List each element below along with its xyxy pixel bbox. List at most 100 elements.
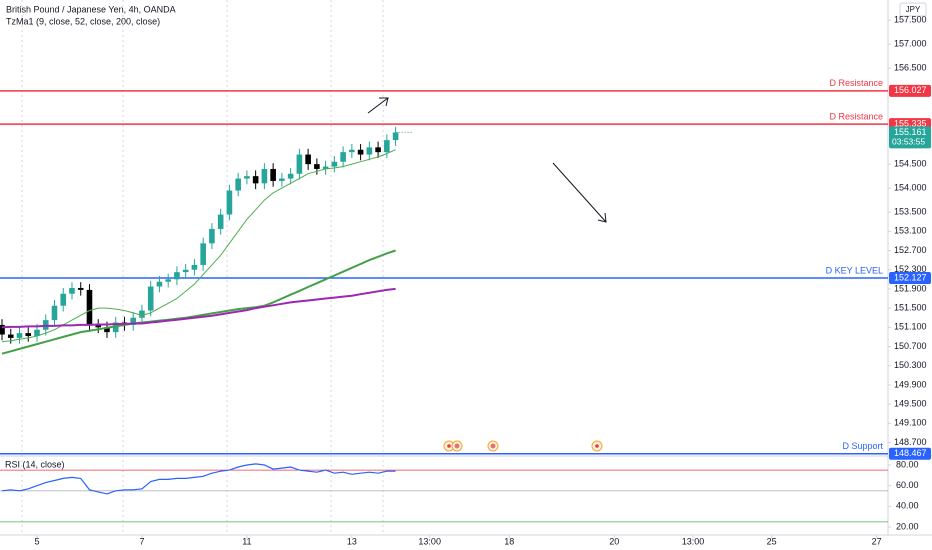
arrow-down <box>552 162 607 223</box>
plot <box>0 90 888 523</box>
rsi-tick-label: 20.00 <box>896 521 919 531</box>
rsi-tick-label: 40.00 <box>896 501 919 511</box>
candle-body <box>86 289 93 325</box>
candle-body <box>331 161 338 167</box>
arrow-head <box>379 97 389 107</box>
candle-body <box>147 286 154 311</box>
session-breaks <box>21 0 384 535</box>
rsi-line <box>1 463 396 495</box>
y-tick-label: 153.100 <box>894 226 927 236</box>
candle-body <box>209 228 215 244</box>
candle-body <box>366 147 373 155</box>
candle-body <box>95 324 102 328</box>
candle-body <box>244 176 250 179</box>
candle-body <box>165 279 171 282</box>
y-tick-label: 149.500 <box>894 398 927 408</box>
candle-body <box>287 173 294 179</box>
y-tick-label: 153.500 <box>894 207 927 217</box>
candle-body <box>139 310 145 318</box>
level-price-box <box>889 447 931 460</box>
candle-body <box>296 154 303 174</box>
moving-average <box>1 149 396 343</box>
y-tick-label: 154.000 <box>894 183 927 193</box>
y-tick-label: 154.500 <box>894 159 927 169</box>
candle-body <box>60 293 67 306</box>
candle-body <box>305 154 311 165</box>
candle-body <box>130 317 137 325</box>
candle-body <box>261 168 268 184</box>
x-tick-label: 27 <box>872 536 882 546</box>
y-tick-label: 152.300 <box>894 264 927 274</box>
arrow-head <box>597 212 607 223</box>
level-label: D Resistance <box>829 78 883 88</box>
candle-body <box>7 334 14 338</box>
candle-body <box>235 178 241 191</box>
x-tick-label: 18 <box>504 536 514 546</box>
candle-body <box>25 333 32 336</box>
level-label: D Resistance <box>829 111 883 121</box>
candle-body <box>191 264 198 270</box>
y-tick-label: 148.700 <box>894 437 927 447</box>
level-price: 156.027 <box>894 85 927 95</box>
y-tick-label: 151.900 <box>894 283 927 293</box>
moving-average <box>1 287 396 329</box>
y-tick-label: 156.500 <box>894 63 927 73</box>
trend-arrows <box>367 97 607 223</box>
x-tick-label: 13 <box>347 536 357 546</box>
rsi-tick-label: 80.00 <box>896 459 919 469</box>
x-tick-label: 7 <box>139 536 144 546</box>
candle-body <box>349 149 355 153</box>
event-flag <box>454 443 460 449</box>
candle-body <box>77 287 84 290</box>
event-dot <box>595 444 599 448</box>
x-tick-label: 20 <box>609 536 619 546</box>
candle-body <box>104 327 110 333</box>
chart-title: British Pound / Japanese Yen, 4h, OANDA <box>6 4 176 14</box>
candle-body <box>34 329 40 336</box>
candle-body <box>0 324 5 335</box>
candle-body <box>217 214 224 229</box>
arrow-up <box>367 97 389 114</box>
x-tick-label: 11 <box>242 536 251 546</box>
candle-body <box>314 164 320 169</box>
candle-body <box>392 132 399 141</box>
event-dot <box>447 444 451 448</box>
rsi-title: RSI (14, close) <box>5 459 65 469</box>
level-price: 152.127 <box>894 272 927 282</box>
event-flag <box>490 443 496 449</box>
countdown: 03:53:55 <box>892 137 925 147</box>
level-label: D Support <box>842 441 883 451</box>
level-price: 155.335 <box>894 118 927 128</box>
candle-body <box>279 178 285 181</box>
moving-average <box>1 249 396 355</box>
y-tick-label: 150.300 <box>894 360 927 370</box>
candle-body <box>174 272 180 280</box>
currency-box[interactable] <box>899 2 927 17</box>
y-tick-label: 157.500 <box>894 15 927 25</box>
event-icons <box>443 440 603 452</box>
x-tick-label: 25 <box>767 536 777 546</box>
y-tick-label: 151.100 <box>894 322 927 332</box>
candle-body <box>340 152 346 162</box>
candle-body <box>51 305 58 321</box>
candle-body <box>226 190 233 215</box>
candle-body <box>182 269 189 273</box>
rsi-tick-label: 60.00 <box>896 480 919 490</box>
x-tick-label: 13:00 <box>682 536 705 546</box>
indicator-label: TzMa1 (9, close, 52, close, 200, close) <box>6 16 160 26</box>
y-tick-label: 151.500 <box>894 303 927 313</box>
candle-body <box>252 176 259 184</box>
candle-body <box>270 168 276 181</box>
y-tick-label: 152.700 <box>894 245 927 255</box>
y-tick-label: 150.700 <box>894 341 927 351</box>
y-tick-label: 149.900 <box>894 379 927 389</box>
candle-body <box>322 166 329 169</box>
last-price-box <box>889 126 931 149</box>
level-label: D KEY LEVEL <box>826 265 883 275</box>
x-tick-label: 5 <box>34 536 39 546</box>
candle-body <box>384 140 390 153</box>
candle-body <box>69 287 75 294</box>
candle-body <box>200 243 206 265</box>
x-tick-label: 13:00 <box>418 536 441 546</box>
